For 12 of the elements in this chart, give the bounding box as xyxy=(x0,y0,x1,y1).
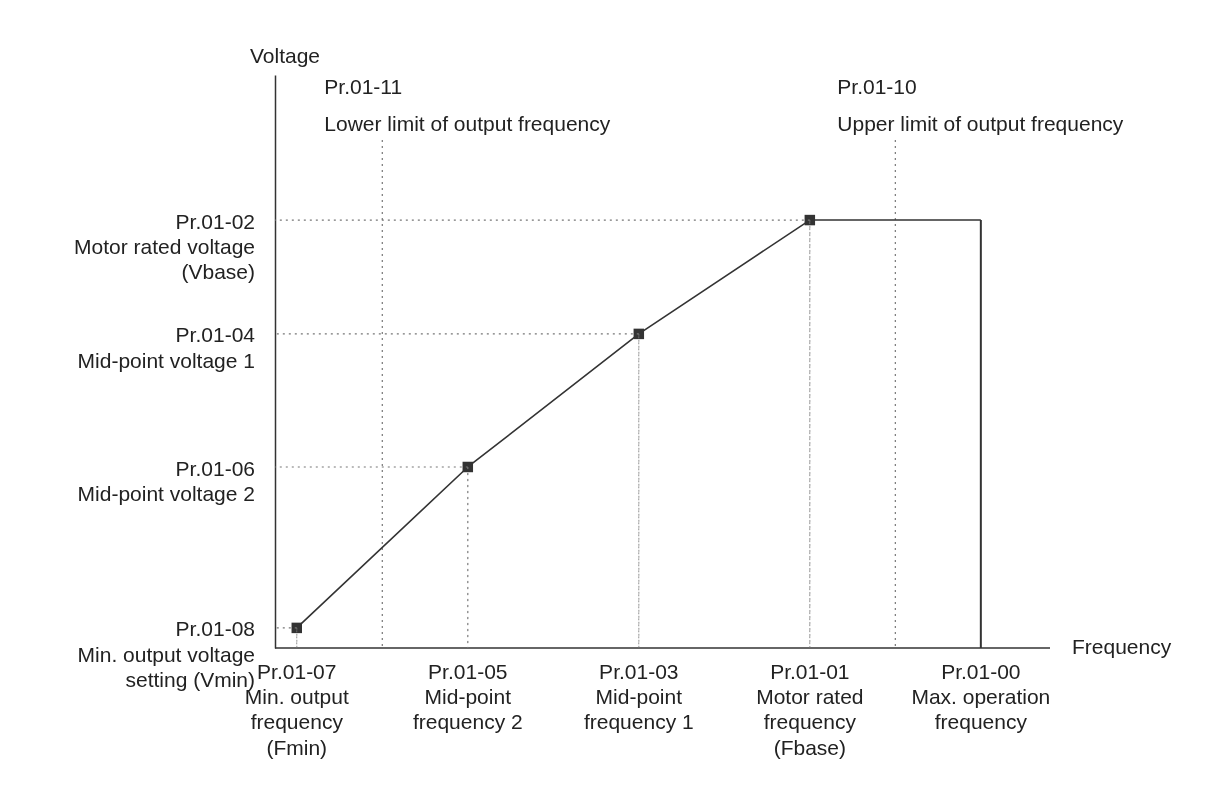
text: Pr.01-06 Mid-point voltage 2 xyxy=(77,456,255,505)
text: Pr.01-02 Motor rated voltage (Vbase) xyxy=(74,209,255,284)
text: Pr.01-11 Lower limit of output frequency xyxy=(324,75,611,135)
x-tick-label: Pr.01-01 Motor rated frequency (Fbase) xyxy=(756,660,864,759)
x-axis-title: Frequency xyxy=(1072,635,1172,658)
text: Pr.01-08 Min. output voltage setting (Vmin) xyxy=(77,617,255,691)
text: Voltage xyxy=(249,44,321,67)
x-tick-label: Pr.01-03 Mid-point frequency 1 xyxy=(583,660,694,734)
text: Pr.01-04 Mid-point voltage 1 xyxy=(77,323,256,372)
text: Pr.01-10 Upper limit of output frequency xyxy=(837,75,1124,135)
x-tick-label: Pr.01-00 Max. operation frequency xyxy=(911,660,1051,734)
x-tick-label: Pr.01-05 Mid-point frequency 2 xyxy=(412,660,523,734)
